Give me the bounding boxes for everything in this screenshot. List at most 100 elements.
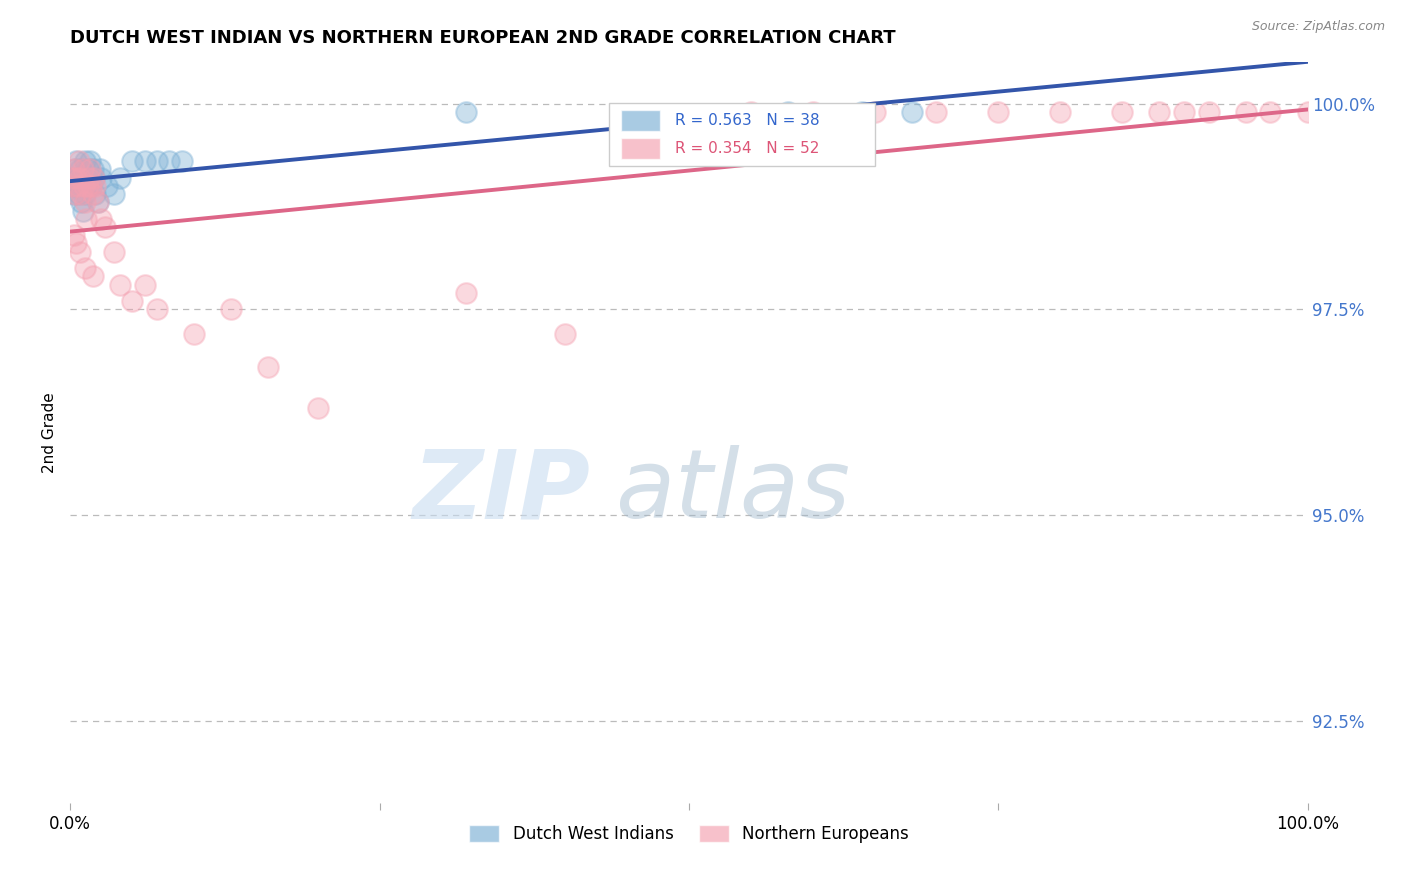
Point [146,154,169,169]
Point [96,178,118,193]
Point [257,359,280,374]
Point [72,162,94,177]
Text: DUTCH WEST INDIAN VS NORTHERN EUROPEAN 2ND GRADE CORRELATION CHART: DUTCH WEST INDIAN VS NORTHERN EUROPEAN 2… [70,29,896,47]
Point [75,261,97,276]
Point [1147,104,1170,119]
Point [65,236,87,251]
Point [170,154,193,169]
Point [65,170,87,185]
Point [75,211,97,226]
Point [1111,104,1133,119]
Point [66,178,89,193]
Point [63,228,86,243]
Point [456,285,478,300]
Point [1173,104,1195,119]
Point [76,178,98,193]
Y-axis label: 2nd Grade: 2nd Grade [42,392,58,473]
Point [925,104,948,119]
Point [554,326,576,341]
Point [63,162,86,177]
Point [65,187,87,202]
Point [456,104,478,119]
FancyBboxPatch shape [621,111,661,131]
Point [60,170,83,185]
Point [801,104,824,119]
Point [1234,104,1257,119]
Point [70,187,93,202]
Point [157,154,180,169]
Point [69,170,91,185]
Point [69,178,91,193]
Point [987,104,1010,119]
Point [80,178,103,193]
Point [108,277,131,292]
Point [1198,104,1220,119]
Point [146,302,169,317]
Point [60,178,83,193]
Point [76,162,98,177]
Point [82,187,104,202]
Point [863,104,886,119]
Point [65,178,87,193]
Point [75,178,97,193]
Point [84,187,107,202]
Point [72,203,94,218]
Point [307,401,329,415]
FancyBboxPatch shape [609,103,875,166]
Point [73,178,96,193]
Point [79,154,101,169]
Point [86,195,108,210]
Point [83,170,105,185]
Text: Source: ZipAtlas.com: Source: ZipAtlas.com [1251,20,1385,33]
Point [1260,104,1282,119]
Point [77,170,100,185]
Point [900,104,922,119]
Legend: Dutch West Indians, Northern Europeans: Dutch West Indians, Northern Europeans [463,819,915,850]
Point [73,170,96,185]
Text: R = 0.354   N = 52: R = 0.354 N = 52 [675,141,820,156]
Point [89,162,111,177]
Point [69,162,91,177]
Point [67,154,90,169]
Point [1049,104,1071,119]
Point [63,187,86,202]
Point [776,104,799,119]
Point [103,244,125,259]
Point [1296,104,1319,119]
Point [86,195,108,210]
Point [77,170,100,185]
Point [134,154,156,169]
Point [183,326,205,341]
Point [121,154,143,169]
Point [67,187,90,202]
FancyBboxPatch shape [621,138,661,159]
Point [103,187,125,202]
Point [90,170,112,185]
Text: ZIP: ZIP [412,445,591,539]
Point [740,104,762,119]
Point [90,211,112,226]
Point [70,195,93,210]
Point [65,162,87,177]
Point [69,244,91,259]
Point [108,170,131,185]
Point [84,178,107,193]
Point [94,219,117,234]
Point [75,195,97,210]
Point [62,178,84,193]
Point [121,293,143,308]
Point [75,187,97,202]
Point [80,178,103,193]
Point [83,170,105,185]
Point [79,162,101,177]
Point [134,277,156,292]
Point [82,269,104,284]
Text: atlas: atlas [614,445,849,539]
Point [851,104,873,119]
Point [66,170,89,185]
Point [62,170,84,185]
Point [75,154,97,169]
Text: R = 0.563   N = 38: R = 0.563 N = 38 [675,113,820,128]
Point [219,302,242,317]
Point [65,154,87,169]
